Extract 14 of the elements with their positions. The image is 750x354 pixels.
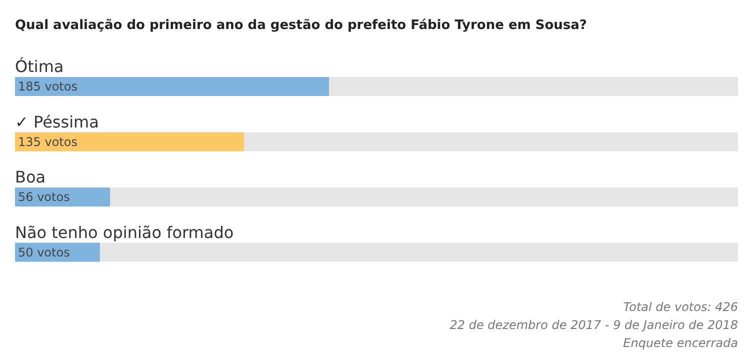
text: 22 de dezembro de 2017 - 9 de Janeiro de 2018 [450,317,738,334]
data-label: 135 votos [18,134,78,149]
data-label: 50 votos [18,245,70,260]
y-tick-label: Não tenho opinião formado [15,222,234,242]
data-label: 185 votos [18,80,78,94]
y-tick-label: Boa [15,168,46,186]
bar [15,188,110,206]
text: Enquete encerrada [622,335,738,352]
bar [15,132,244,152]
text: Total de votos: 426 [622,299,738,316]
y-tick-label: Ótima [15,57,64,76]
chart-title: Qual avaliação do primeiro ano da gestão do prefeito Fábio Tyrone em Sousa? [15,18,587,33]
y-tick-label: ✓ Péssima [15,112,99,132]
data-label: 56 votos [18,190,70,204]
